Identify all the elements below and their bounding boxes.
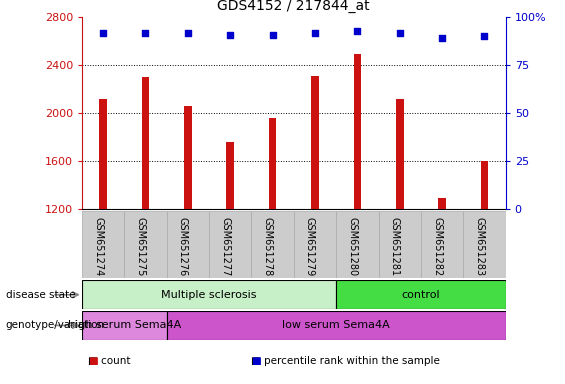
Text: GSM651276: GSM651276 xyxy=(178,217,188,276)
Point xyxy=(437,35,446,41)
Bar xyxy=(336,211,379,278)
Bar xyxy=(82,211,124,278)
Text: ■ percentile rank within the sample: ■ percentile rank within the sample xyxy=(251,356,440,366)
Text: ■ count: ■ count xyxy=(88,356,130,366)
Text: ■: ■ xyxy=(251,356,261,366)
Text: Multiple sclerosis: Multiple sclerosis xyxy=(161,290,257,300)
Bar xyxy=(209,211,251,278)
Bar xyxy=(421,211,463,278)
Bar xyxy=(167,311,506,340)
Bar xyxy=(99,99,107,209)
Text: disease state: disease state xyxy=(6,290,75,300)
Text: GSM651275: GSM651275 xyxy=(136,217,146,276)
Point xyxy=(353,28,362,34)
Bar xyxy=(167,211,209,278)
Bar xyxy=(294,211,336,278)
Bar xyxy=(82,280,336,309)
Text: GSM651280: GSM651280 xyxy=(347,217,358,276)
Text: genotype/variation: genotype/variation xyxy=(6,320,105,331)
Bar xyxy=(354,55,361,209)
Bar xyxy=(251,211,294,278)
Point xyxy=(268,31,277,38)
Text: low serum Sema4A: low serum Sema4A xyxy=(282,320,390,331)
Point xyxy=(183,30,192,36)
Point xyxy=(311,30,320,36)
Bar xyxy=(269,118,276,209)
Text: ■: ■ xyxy=(88,356,97,366)
Bar xyxy=(481,161,488,209)
Point xyxy=(98,30,107,36)
Bar xyxy=(396,99,403,209)
Bar xyxy=(227,142,234,209)
Point xyxy=(396,30,405,36)
Bar xyxy=(184,106,192,209)
Bar xyxy=(463,211,506,278)
Bar xyxy=(82,311,167,340)
Text: GSM651277: GSM651277 xyxy=(220,217,231,276)
Bar xyxy=(124,211,167,278)
Text: GSM651274: GSM651274 xyxy=(93,217,103,276)
Point xyxy=(480,33,489,40)
Bar xyxy=(438,199,446,209)
Bar xyxy=(311,76,319,209)
Bar xyxy=(142,77,149,209)
Text: high serum Sema4A: high serum Sema4A xyxy=(68,320,181,331)
Text: GSM651282: GSM651282 xyxy=(432,217,442,276)
Text: GSM651279: GSM651279 xyxy=(305,217,315,276)
Text: control: control xyxy=(402,290,440,300)
Point xyxy=(226,31,235,38)
Text: GSM651281: GSM651281 xyxy=(390,217,400,276)
Bar xyxy=(336,280,506,309)
Text: GSM651278: GSM651278 xyxy=(263,217,273,276)
Text: GSM651283: GSM651283 xyxy=(475,217,485,276)
Bar xyxy=(379,211,421,278)
Title: GDS4152 / 217844_at: GDS4152 / 217844_at xyxy=(218,0,370,13)
Point xyxy=(141,30,150,36)
